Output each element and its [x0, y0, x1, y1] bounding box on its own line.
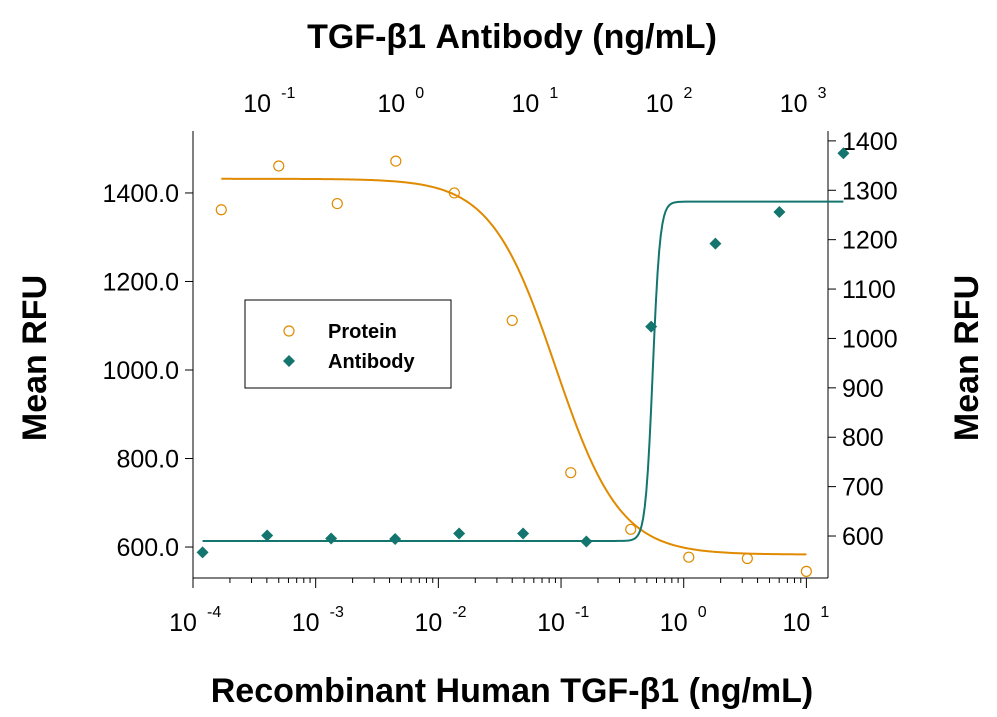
y-right-tick-label: 600	[842, 523, 884, 551]
x-tick-label-exponent: 1	[820, 604, 829, 621]
antibody-point	[325, 532, 338, 545]
y-left-tick-label: 800.0	[116, 446, 179, 474]
x-tick-label-exponent: 0	[698, 604, 707, 621]
x-tick-label-exponent: -1	[575, 604, 589, 621]
y-right-tick-label: 1100	[842, 276, 896, 304]
y-left-tick-label: 1400.0	[103, 180, 179, 208]
protein-point	[741, 552, 753, 565]
y-axis-label-left: Mean RFU	[16, 275, 54, 441]
x-top-tick-label-exponent: 2	[683, 85, 692, 102]
legend-protein-marker	[283, 325, 295, 337]
protein-point	[448, 187, 460, 199]
x-axis-label: Recombinant Human TGF-β1 (ng/mL)	[211, 672, 814, 710]
y-right-tick-label: 700	[842, 474, 884, 502]
protein-point	[683, 551, 695, 563]
antibody-point	[837, 147, 850, 160]
antibody-point	[453, 527, 466, 540]
y-left-tick-label: 1000.0	[103, 357, 179, 385]
antibody-point	[709, 237, 722, 250]
x-tick-label: 10	[169, 609, 197, 637]
protein-fit-curve	[221, 177, 807, 556]
x-top-tick-label: 10	[646, 90, 674, 118]
protein-point	[273, 160, 285, 172]
x-tick-label: 10	[292, 609, 320, 637]
antibody-point	[645, 320, 658, 333]
y-right-tick-label: 900	[842, 375, 884, 403]
protein-point	[331, 197, 343, 210]
y-left-tick-label: 600.0	[116, 534, 179, 562]
antibody-point	[389, 532, 402, 545]
x-tick-label-exponent: -3	[330, 604, 344, 621]
protein-point	[390, 155, 402, 167]
x-tick-label: 10	[414, 609, 442, 637]
chart-title: TGF-β1 Antibody (ng/mL)	[307, 18, 717, 56]
legend-protein-label: Protein	[328, 321, 397, 343]
plot-area: 10 -4 10 -3 10 -2 10 -1 10 0 10 1 10 -1 10 0 10 1 10 2 10 3 60…	[103, 85, 898, 637]
legend-box	[244, 299, 452, 389]
legend-antibody-marker	[283, 355, 295, 367]
legend: Protein Antibody	[244, 299, 452, 389]
antibody-point	[196, 546, 209, 559]
protein-point	[506, 314, 518, 327]
protein-point	[625, 523, 637, 535]
antibody-point	[517, 527, 530, 540]
x-tick-label: 10	[782, 609, 810, 637]
y-right-tick-label: 1400	[842, 128, 898, 156]
y-right-tick-label: 1300	[842, 177, 898, 205]
x-top-tick-label: 10	[377, 90, 405, 118]
x-top-tick-label-exponent: 1	[549, 85, 558, 102]
y-right-tick-label: 800	[842, 424, 884, 452]
x-top-tick-label: 10	[780, 90, 808, 118]
protein-point	[215, 204, 227, 216]
x-top-tick-label-exponent: 0	[415, 85, 424, 102]
y-right-tick-label: 1000	[842, 325, 898, 353]
y-left-tick-label: 1200.0	[103, 268, 179, 296]
legend-antibody-label: Antibody	[328, 351, 416, 373]
x-tick-label: 10	[537, 609, 565, 637]
y-right-tick-label: 1200	[842, 227, 898, 255]
antibody-point	[261, 529, 274, 542]
x-tick-label-exponent: -2	[452, 604, 466, 621]
antibody-point	[580, 535, 593, 548]
x-top-tick-label-exponent: -1	[281, 85, 295, 102]
antibody-point	[773, 206, 786, 219]
x-top-tick-label: 10	[243, 90, 271, 118]
x-tick-label-exponent: -4	[207, 604, 221, 621]
x-top-tick-label-exponent: 3	[818, 85, 827, 102]
x-top-tick-label: 10	[511, 90, 539, 118]
y-axis-label-right: Mean RFU	[948, 275, 986, 441]
protein-point	[800, 565, 812, 577]
protein-point	[565, 467, 577, 479]
x-tick-label: 10	[660, 609, 688, 637]
antibody-fit-curve	[202, 200, 844, 542]
